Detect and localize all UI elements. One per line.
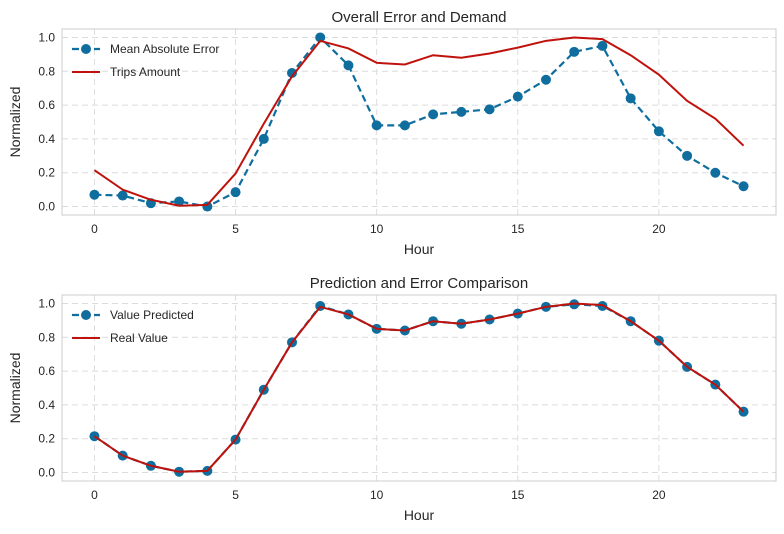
x-tick-label: 20 xyxy=(652,488,666,502)
data-point xyxy=(315,32,326,43)
data-point xyxy=(569,46,580,57)
data-point xyxy=(174,196,185,207)
data-point xyxy=(540,74,551,85)
data-point xyxy=(653,126,664,137)
series-line-value-predicted xyxy=(93,303,745,473)
data-point xyxy=(625,93,636,104)
x-tick-label: 0 xyxy=(91,488,98,502)
y-tick-label: 0.8 xyxy=(38,330,55,344)
data-point xyxy=(512,91,523,102)
legend-label: Mean Absolute Error xyxy=(110,42,219,56)
top-chart-panel: 0 5 10 15 20 0.0 0.2 0.4 0.6 0.8 1.0 Overall Error … xyxy=(7,9,777,257)
x-tick-label: 0 xyxy=(91,222,98,236)
legend: Value Predicted Real Value xyxy=(72,308,194,345)
legend-label: Value Predicted xyxy=(110,308,194,322)
plot-frame xyxy=(61,28,777,216)
x-tick-label: 5 xyxy=(232,488,239,502)
data-point xyxy=(456,106,467,117)
x-tick-label: 5 xyxy=(232,222,239,236)
data-point xyxy=(117,190,128,201)
legend-label: Real Value xyxy=(110,331,168,345)
x-tick-label: 10 xyxy=(370,222,384,236)
y-tick-label: 0.6 xyxy=(38,364,55,378)
x-axis-label: Hour xyxy=(404,241,435,257)
y-tick-label: 0.8 xyxy=(38,64,55,78)
legend-swatch-marker xyxy=(81,44,91,54)
data-point xyxy=(399,120,410,131)
legend: Mean Absolute Error Trips Amount xyxy=(72,42,219,79)
x-tick-label: 15 xyxy=(511,488,525,502)
plot-frame xyxy=(61,294,777,482)
y-axis-label: Normalized xyxy=(7,353,23,424)
series-line-trips-amount xyxy=(93,36,745,207)
data-point xyxy=(371,120,382,131)
chart-title: Overall Error and Demand xyxy=(331,9,506,26)
data-point xyxy=(682,150,693,161)
data-point xyxy=(230,187,241,198)
legend-swatch-marker xyxy=(81,310,91,320)
y-tick-label: 0.2 xyxy=(38,432,55,446)
x-tick-label: 15 xyxy=(511,222,525,236)
data-point xyxy=(738,181,749,192)
data-point xyxy=(484,104,495,115)
series-line-real-value xyxy=(93,302,745,473)
data-point xyxy=(287,67,298,78)
y-tick-label: 0.0 xyxy=(38,466,55,480)
data-point xyxy=(202,201,213,212)
data-point xyxy=(710,167,721,178)
data-point xyxy=(258,133,269,144)
legend-label: Trips Amount xyxy=(110,65,181,79)
data-point xyxy=(89,189,100,200)
y-tick-label: 0.2 xyxy=(38,166,55,180)
data-point xyxy=(428,109,439,120)
x-axis-label: Hour xyxy=(404,507,435,523)
y-tick-label: 0.6 xyxy=(38,98,55,112)
x-tick-label: 20 xyxy=(652,222,666,236)
x-tick-label: 10 xyxy=(370,488,384,502)
data-point xyxy=(343,60,354,71)
bottom-chart-panel: 0 5 10 15 20 0.0 0.2 0.4 0.6 0.8 1.0 Prediction and… xyxy=(7,275,777,523)
y-tick-label: 1.0 xyxy=(38,30,55,44)
y-tick-label: 0.4 xyxy=(38,132,55,146)
chart-title: Prediction and Error Comparison xyxy=(310,275,528,292)
y-tick-label: 0.4 xyxy=(38,398,55,412)
y-axis-label: Normalized xyxy=(7,87,23,158)
y-tick-label: 0.0 xyxy=(38,200,55,214)
data-point xyxy=(597,40,608,51)
y-tick-label: 1.0 xyxy=(38,296,55,310)
series-line-mean-absolute-error xyxy=(94,35,745,208)
